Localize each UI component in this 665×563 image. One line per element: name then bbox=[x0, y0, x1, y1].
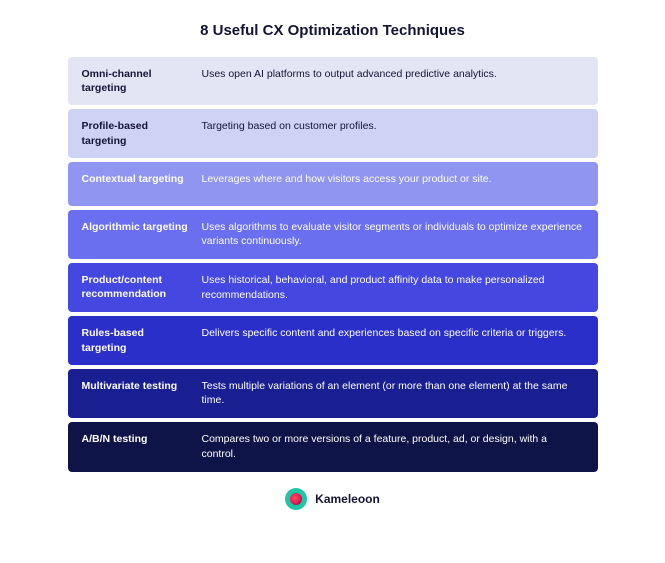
technique-term: Product/content recommendation bbox=[82, 273, 202, 301]
techniques-list: Omni-channel targeting Uses open AI plat… bbox=[68, 57, 598, 472]
technique-term: Omni-channel targeting bbox=[82, 67, 202, 95]
technique-term: Algorithmic targeting bbox=[82, 220, 202, 234]
list-item: A/B/N testing Compares two or more versi… bbox=[68, 422, 598, 471]
technique-desc: Uses historical, behavioral, and product… bbox=[202, 273, 584, 302]
page-title: 8 Useful CX Optimization Techniques bbox=[200, 22, 465, 39]
list-item: Multivariate testing Tests multiple vari… bbox=[68, 369, 598, 418]
technique-term: Rules-based targeting bbox=[82, 326, 202, 354]
list-item: Algorithmic targeting Uses algorithms to… bbox=[68, 210, 598, 259]
list-item: Rules-based targeting Delivers specific … bbox=[68, 316, 598, 364]
technique-desc: Leverages where and how visitors access … bbox=[202, 172, 584, 187]
technique-term: Multivariate testing bbox=[82, 379, 202, 393]
list-item: Omni-channel targeting Uses open AI plat… bbox=[68, 57, 598, 105]
technique-desc: Targeting based on customer profiles. bbox=[202, 119, 584, 134]
technique-term: Contextual targeting bbox=[82, 172, 202, 186]
footer: Kameleoon bbox=[285, 488, 380, 510]
technique-term: Profile-based targeting bbox=[82, 119, 202, 147]
technique-desc: Uses algorithms to evaluate visitor segm… bbox=[202, 220, 584, 249]
list-item: Product/content recommendation Uses hist… bbox=[68, 263, 598, 312]
list-item: Contextual targeting Leverages where and… bbox=[68, 162, 598, 206]
technique-term: A/B/N testing bbox=[82, 432, 202, 446]
kameleoon-logo-icon bbox=[285, 488, 307, 510]
brand-name: Kameleoon bbox=[315, 492, 380, 506]
technique-desc: Compares two or more versions of a featu… bbox=[202, 432, 584, 461]
technique-desc: Delivers specific content and experience… bbox=[202, 326, 584, 341]
technique-desc: Tests multiple variations of an element … bbox=[202, 379, 584, 408]
list-item: Profile-based targeting Targeting based … bbox=[68, 109, 598, 157]
technique-desc: Uses open AI platforms to output advance… bbox=[202, 67, 584, 82]
